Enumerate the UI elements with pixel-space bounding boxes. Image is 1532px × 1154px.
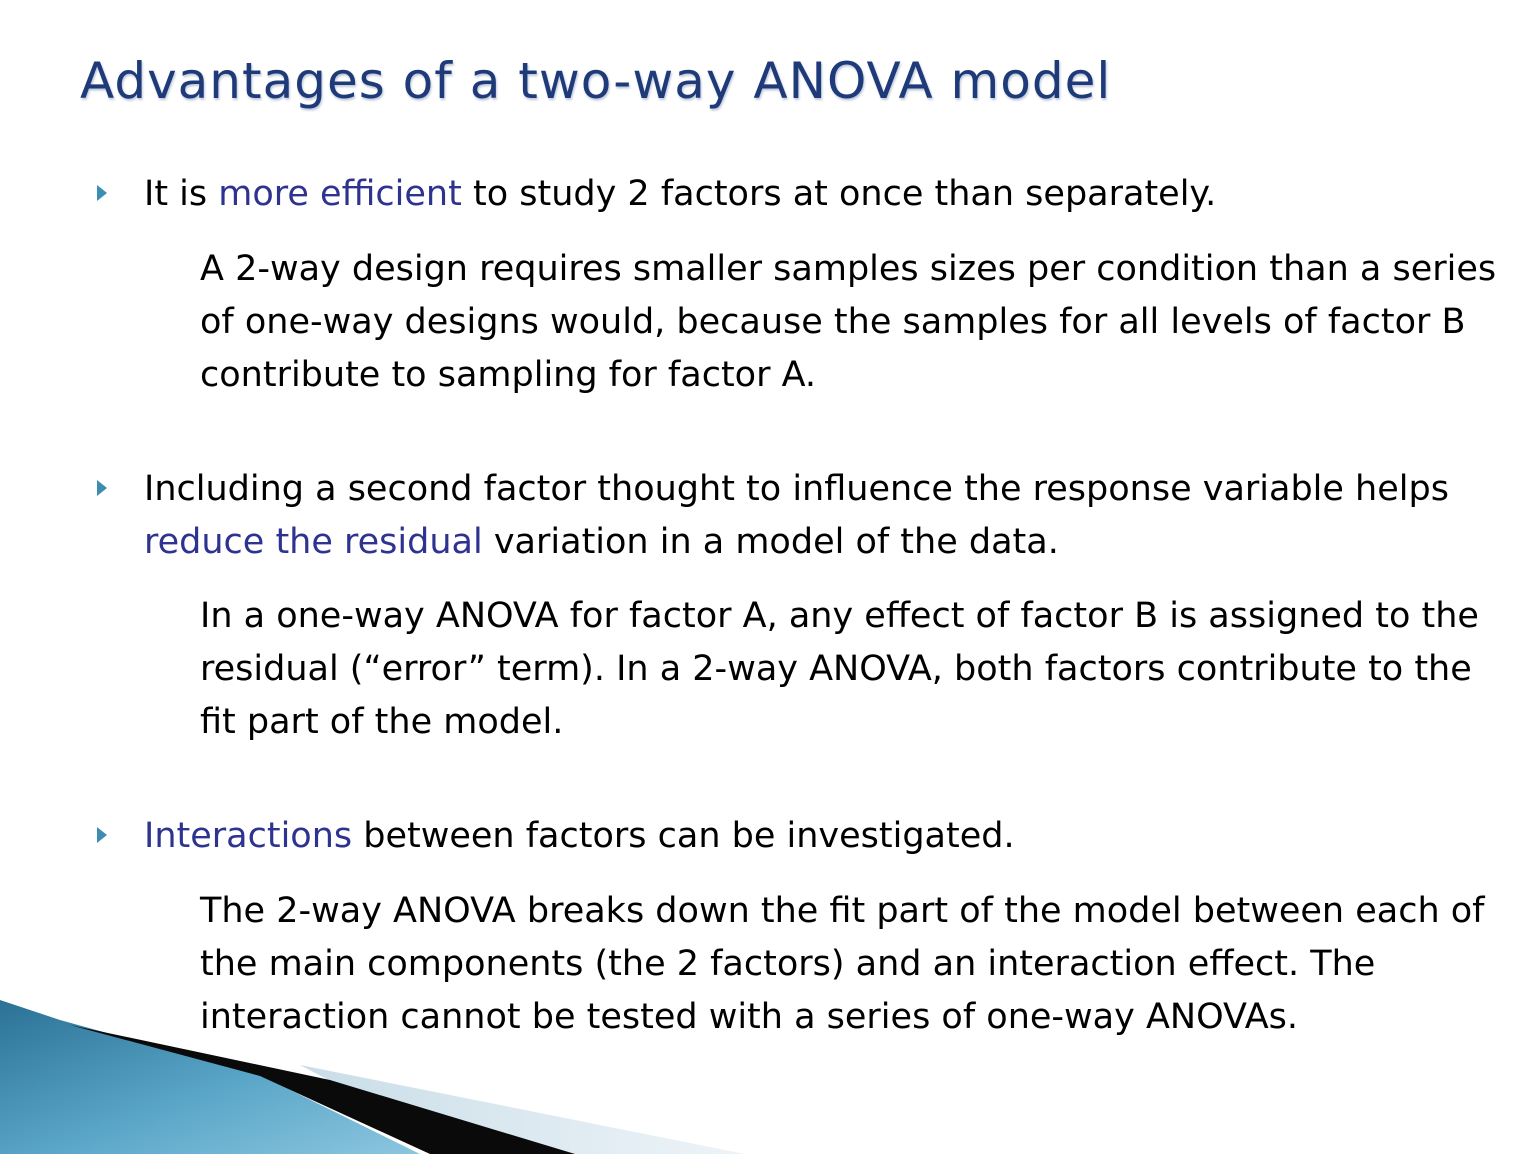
- bullet-tail: between factors can be investigated.: [352, 816, 1015, 856]
- sub-point: A 2-way design requires smaller samples …: [200, 249, 1497, 395]
- sub-point: In a one-way ANOVA for factor A, any eff…: [200, 596, 1479, 742]
- bullet-text: It is more efficient to study 2 factors …: [144, 168, 1484, 221]
- highlight-text: Interactions: [144, 816, 353, 856]
- highlight-text: reduce the residual: [144, 522, 483, 562]
- highlight-text: more efficient: [218, 174, 462, 214]
- bullet-tail: variation in a model of the data.: [482, 522, 1059, 562]
- bullet-text: Including a second factor thought to inf…: [144, 463, 1484, 569]
- bullet-text: Interactions between factors can be inve…: [144, 810, 1484, 863]
- bullet-lead: Including a second factor thought to inf…: [144, 469, 1449, 509]
- bullet-tail: to study 2 factors at once than separate…: [461, 174, 1217, 214]
- triangle-bullet-icon: [97, 480, 107, 496]
- bullet-lead: It is: [144, 174, 219, 214]
- triangle-bullet-icon: [97, 185, 107, 201]
- slide-title: Advantages of a two-way ANOVA model: [80, 52, 1112, 110]
- sub-point: The 2-way ANOVA breaks down the fit part…: [200, 891, 1485, 1037]
- triangle-bullet-icon: [97, 827, 107, 843]
